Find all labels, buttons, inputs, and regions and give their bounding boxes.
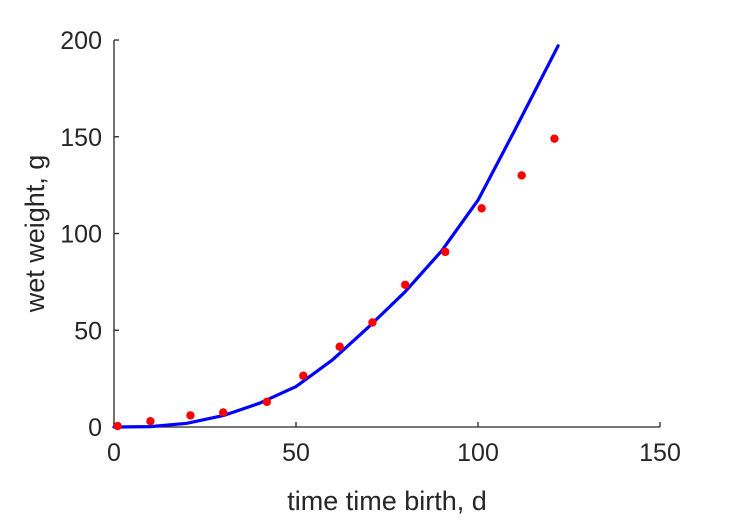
model-fit-line bbox=[112, 44, 560, 429]
x-ticks: 0 50 100 150 bbox=[107, 422, 681, 467]
data-point bbox=[219, 408, 228, 417]
data-point bbox=[299, 371, 308, 380]
data-point bbox=[441, 247, 450, 257]
y-axis-label: wet weight, g bbox=[20, 155, 50, 314]
y-tick-label: 150 bbox=[60, 124, 102, 152]
x-tick-label: 100 bbox=[457, 439, 499, 467]
data-point bbox=[477, 204, 486, 213]
data-point bbox=[113, 421, 122, 431]
data-point bbox=[368, 318, 377, 327]
plot-area bbox=[112, 44, 560, 431]
data-point bbox=[517, 171, 526, 180]
y-tick-label: 100 bbox=[60, 221, 102, 249]
data-point bbox=[335, 342, 344, 351]
y-ticks: 0 50 100 150 200 bbox=[60, 27, 119, 442]
y-tick-label: 0 bbox=[88, 414, 102, 442]
x-tick-label: 0 bbox=[107, 439, 121, 467]
x-axis-label: time time birth, d bbox=[287, 486, 487, 516]
axes bbox=[113, 40, 660, 428]
x-tick-label: 50 bbox=[282, 439, 310, 467]
data-point bbox=[550, 134, 559, 143]
y-tick-label: 200 bbox=[60, 27, 102, 55]
y-tick-label: 50 bbox=[74, 317, 102, 345]
data-point bbox=[262, 397, 272, 407]
data-point bbox=[146, 416, 155, 426]
x-tick-label: 150 bbox=[639, 439, 681, 467]
data-point bbox=[401, 280, 410, 289]
data-point bbox=[186, 411, 195, 420]
